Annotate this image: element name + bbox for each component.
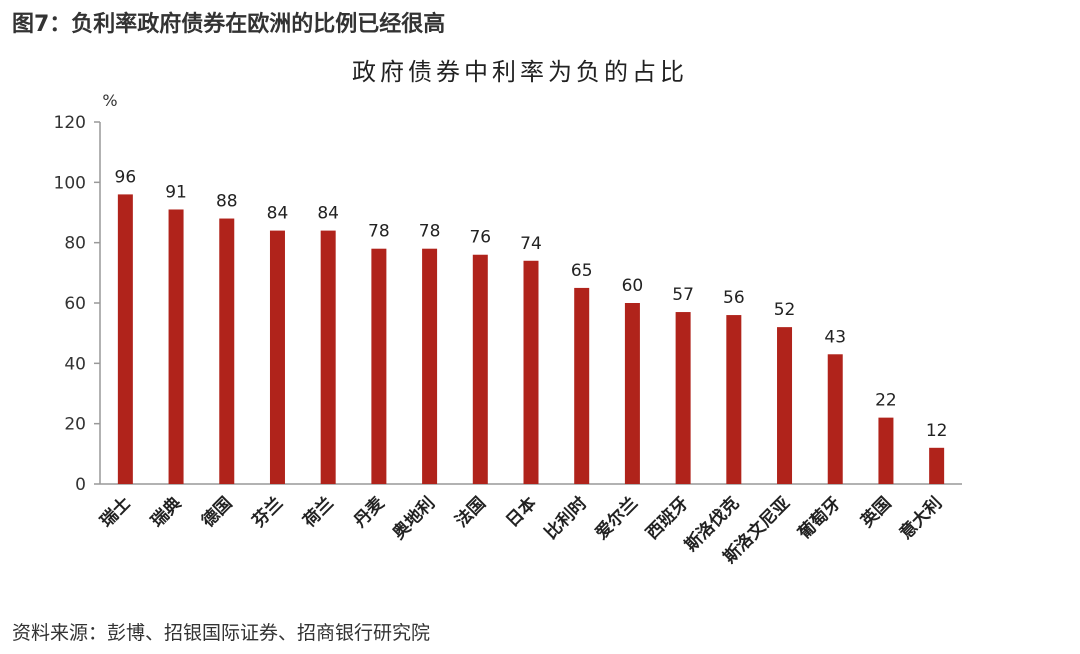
category-label: 奥地利 <box>388 493 439 544</box>
bar <box>827 354 843 484</box>
y-tick-label: 40 <box>64 354 86 374</box>
bar <box>574 287 590 484</box>
y-tick-label: 120 <box>54 113 86 133</box>
figure-heading: 图7：负利率政府债券在欧洲的比例已经很高 <box>12 12 446 37</box>
y-tick-label: 20 <box>64 415 86 435</box>
bar <box>726 315 742 484</box>
data-label: 12 <box>926 421 948 441</box>
category-label: 爱尔兰 <box>591 493 642 544</box>
category-label: 德国 <box>197 493 236 532</box>
category-label: 英国 <box>857 493 896 532</box>
chart-title: 政府债券中利率为负的占比 <box>352 58 688 86</box>
category-label: 瑞士 <box>96 493 135 532</box>
bar <box>269 230 285 484</box>
bar <box>117 194 133 484</box>
category-label: 瑞典 <box>147 493 186 532</box>
bar <box>523 260 539 484</box>
data-label: 52 <box>774 300 796 320</box>
bar <box>219 218 235 485</box>
data-label: 43 <box>824 327 846 347</box>
bars-group <box>117 194 945 485</box>
category-label: 丹麦 <box>350 492 390 532</box>
y-tick-label: 60 <box>64 294 86 314</box>
bar <box>371 248 387 484</box>
data-label: 76 <box>469 228 491 248</box>
bar <box>675 312 691 484</box>
data-label: 78 <box>419 222 441 242</box>
data-label: 84 <box>317 204 339 224</box>
y-tick-label: 100 <box>54 173 86 193</box>
category-label: 西班牙 <box>642 493 692 543</box>
bar <box>929 447 945 484</box>
data-label: 65 <box>571 261 593 281</box>
bar <box>168 209 184 484</box>
data-label: 88 <box>216 192 238 212</box>
data-label: 74 <box>520 234 542 254</box>
bar <box>624 303 640 484</box>
bar <box>878 417 894 484</box>
category-label: 葡萄牙 <box>793 493 845 545</box>
data-label: 56 <box>723 288 745 308</box>
y-tick-label: 0 <box>75 475 86 495</box>
figure-source: 资料来源：彭博、招银国际证券、招商银行研究院 <box>12 622 431 644</box>
bar <box>320 230 336 484</box>
bar <box>777 327 793 484</box>
bar-chart: 政府债券中利率为负的占比 % 0 20 40 60 80 100 120 96 91 88 84 8… <box>54 58 962 568</box>
bar <box>472 254 488 484</box>
data-label: 78 <box>368 222 390 242</box>
y-axis-unit-label: % <box>102 91 117 110</box>
category-label: 意大利 <box>895 493 946 544</box>
data-label: 22 <box>875 391 897 411</box>
category-label: 荷兰 <box>299 493 338 532</box>
category-label: 芬兰 <box>247 493 287 533</box>
category-label: 日本 <box>502 493 541 532</box>
data-label: 91 <box>165 182 187 202</box>
bar <box>422 248 438 484</box>
y-tick-label: 80 <box>64 234 86 254</box>
data-label: 96 <box>115 167 137 187</box>
data-labels-group: 96 91 88 84 84 78 78 76 74 65 60 57 56 52 43 22 12 <box>115 167 948 440</box>
category-label: 法国 <box>451 493 490 532</box>
category-label: 比利时 <box>540 493 591 544</box>
y-axis-ticks: 0 20 40 60 80 100 120 <box>54 113 100 495</box>
data-label: 57 <box>672 285 694 305</box>
data-label: 84 <box>267 204 289 224</box>
data-label: 60 <box>622 276 644 296</box>
